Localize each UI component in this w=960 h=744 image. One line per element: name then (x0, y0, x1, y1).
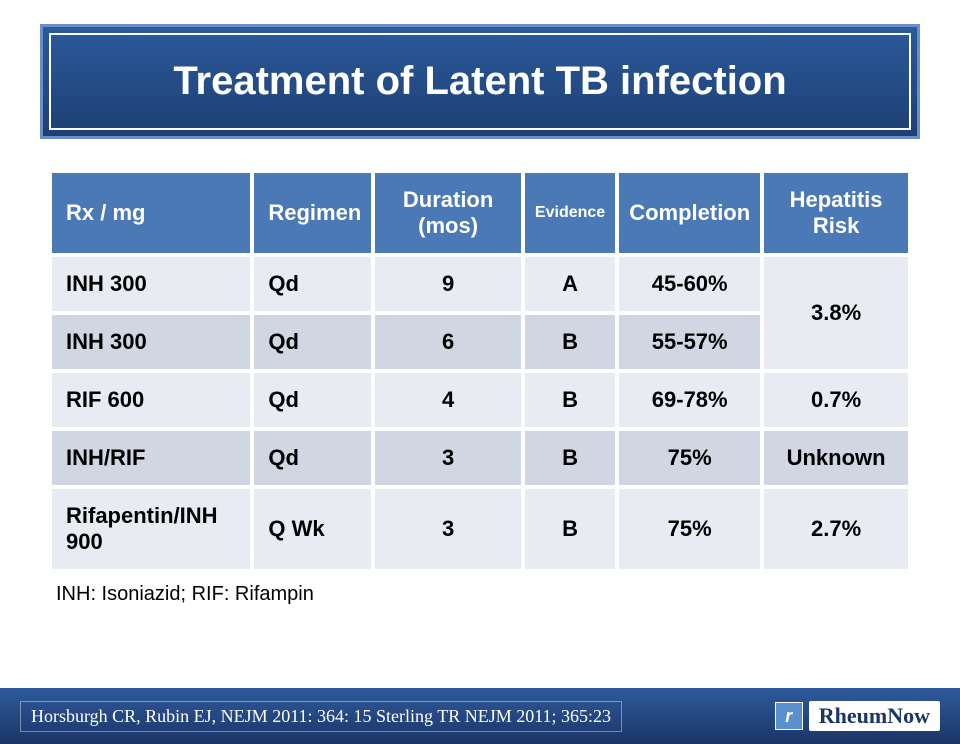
table-row: RIF 600 Qd 4 B 69-78% 0.7% (52, 373, 908, 427)
cell-hepatitis: 2.7% (764, 489, 908, 569)
col-duration: Duration (mos) (375, 173, 521, 253)
cell-regimen: Qd (254, 431, 371, 485)
treatment-table-wrap: Rx / mg Regimen Duration (mos) Evidence … (48, 169, 912, 573)
page-title: Treatment of Latent TB infection (71, 59, 889, 104)
table-row: INH 300 Qd 9 A 45-60% 3.8% (52, 257, 908, 311)
cell-regimen: Qd (254, 373, 371, 427)
col-evidence: Evidence (525, 173, 615, 253)
cell-hepatitis: 3.8% (764, 257, 908, 369)
cell-duration: 6 (375, 315, 521, 369)
cell-duration: 3 (375, 489, 521, 569)
col-rx: Rx / mg (52, 173, 250, 253)
col-regimen: Regimen (254, 173, 371, 253)
table-row: INH/RIF Qd 3 B 75% Unknown (52, 431, 908, 485)
cell-rx: INH/RIF (52, 431, 250, 485)
citation-text: Horsburgh CR, Rubin EJ, NEJM 2011: 364: … (20, 701, 622, 732)
cell-evidence: B (525, 431, 615, 485)
cell-duration: 4 (375, 373, 521, 427)
col-completion: Completion (619, 173, 760, 253)
title-banner: Treatment of Latent TB infection (40, 24, 920, 139)
cell-regimen: Q Wk (254, 489, 371, 569)
table-header-row: Rx / mg Regimen Duration (mos) Evidence … (52, 173, 908, 253)
cell-rx: RIF 600 (52, 373, 250, 427)
cell-regimen: Qd (254, 257, 371, 311)
cell-evidence: B (525, 373, 615, 427)
cell-evidence: A (525, 257, 615, 311)
col-hepatitis: Hepatitis Risk (764, 173, 908, 253)
treatment-table: Rx / mg Regimen Duration (mos) Evidence … (48, 169, 912, 573)
cell-hepatitis: Unknown (764, 431, 908, 485)
cell-rx: INH 300 (52, 315, 250, 369)
cell-hepatitis: 0.7% (764, 373, 908, 427)
abbreviations-footnote: INH: Isoniazid; RIF: Rifampin (56, 583, 904, 606)
footer-bar: Horsburgh CR, Rubin EJ, NEJM 2011: 364: … (0, 688, 960, 744)
cell-rx: Rifapentin/INH 900 (52, 489, 250, 569)
cell-duration: 9 (375, 257, 521, 311)
table-row: Rifapentin/INH 900 Q Wk 3 B 75% 2.7% (52, 489, 908, 569)
logo-text: RheumNow (809, 701, 940, 731)
cell-evidence: B (525, 315, 615, 369)
cell-rx: INH 300 (52, 257, 250, 311)
logo: r RheumNow (775, 701, 940, 731)
cell-completion: 45-60% (619, 257, 760, 311)
cell-completion: 55-57% (619, 315, 760, 369)
cell-completion: 75% (619, 431, 760, 485)
logo-icon: r (775, 702, 803, 730)
cell-regimen: Qd (254, 315, 371, 369)
title-inner-border: Treatment of Latent TB infection (49, 33, 911, 130)
cell-completion: 69-78% (619, 373, 760, 427)
cell-completion: 75% (619, 489, 760, 569)
cell-evidence: B (525, 489, 615, 569)
cell-duration: 3 (375, 431, 521, 485)
